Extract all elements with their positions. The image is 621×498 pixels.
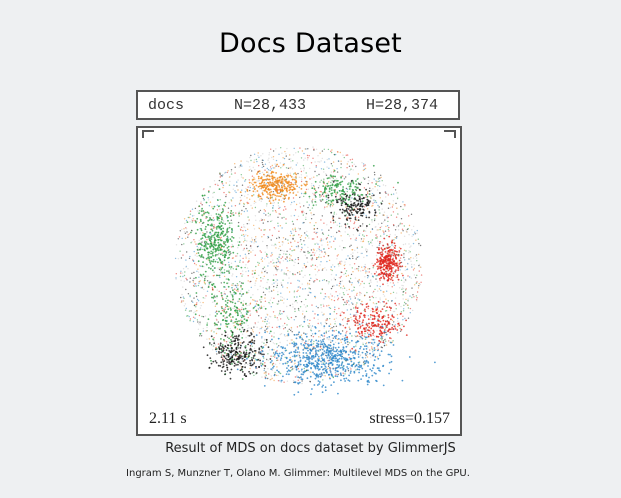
citation-text: Ingram S, Munzner T, Olano M. Glimmer: M… <box>126 468 470 479</box>
mds-scatter-plot <box>174 146 436 396</box>
figure-caption: Result of MDS on docs dataset by Glimmer… <box>165 441 456 456</box>
slide-title: Docs Dataset <box>219 28 402 59</box>
h-count-label: H=28,374 <box>366 97 439 114</box>
n-count-label: N=28,433 <box>234 97 307 114</box>
time-label: 2.11 s <box>149 410 187 427</box>
stress-label: stress=0.157 <box>369 410 450 427</box>
mds-plot-frame: 2.11 s stress=0.157 <box>136 126 462 436</box>
frame-corner-right <box>444 130 456 138</box>
dataset-name-label: docs <box>148 97 185 114</box>
frame-corner-left <box>142 130 154 138</box>
figure-header-box: docs N=28,433 H=28,374 <box>136 90 460 120</box>
